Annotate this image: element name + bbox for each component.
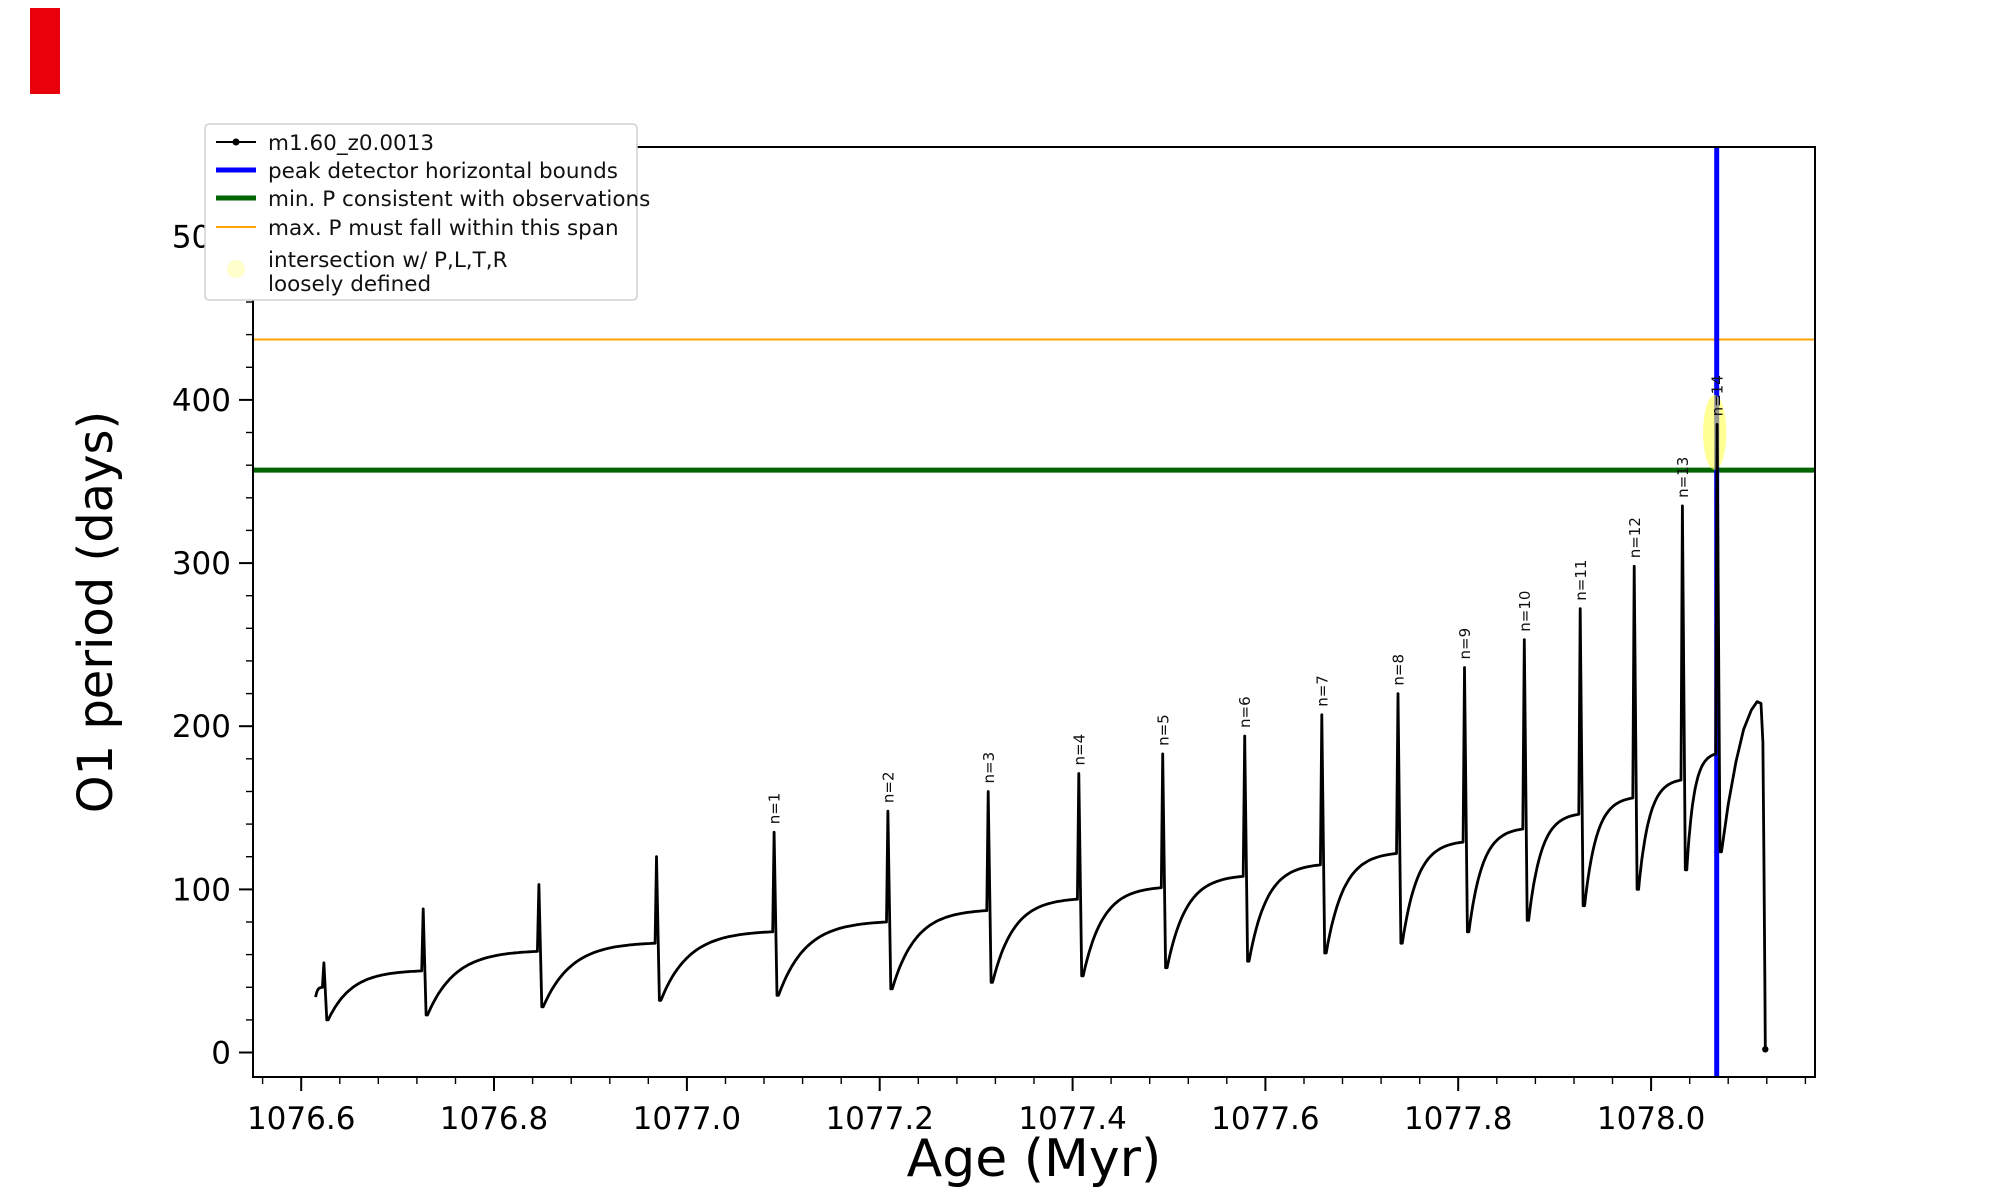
- legend-label: m1.60_z0.0013: [268, 131, 434, 156]
- y-tick-label: 300: [172, 546, 231, 582]
- legend-box: [204, 123, 638, 301]
- legend-label: peak detector horizontal bounds: [268, 159, 618, 184]
- peak-label: n=7: [1313, 675, 1331, 707]
- x-tick-label: 1078.0: [1597, 1101, 1705, 1137]
- x-tick-label: 1077.2: [825, 1101, 933, 1137]
- peak-label: n=3: [980, 752, 998, 784]
- x-tick-label: 1077.6: [1211, 1101, 1319, 1137]
- x-tick-label: 1077.8: [1404, 1101, 1512, 1137]
- peak-label: n=4: [1070, 734, 1088, 766]
- x-tick-label: 1077.4: [1018, 1101, 1126, 1137]
- legend-label: loosely defined: [268, 272, 431, 297]
- peak-label: n=5: [1154, 714, 1172, 746]
- peak-label: n=8: [1390, 654, 1408, 686]
- legend-marker-dot-icon: [232, 138, 240, 146]
- y-tick-label: 100: [172, 872, 231, 908]
- peak-label: n=2: [880, 771, 898, 803]
- legend-label: intersection w/ P,L,T,R: [268, 248, 508, 273]
- peak-label: n=13: [1674, 457, 1692, 498]
- legend-label: max. P must fall within this span: [268, 216, 619, 241]
- x-tick-label: 1076.8: [440, 1101, 548, 1137]
- peak-label: n=6: [1236, 696, 1254, 728]
- legend-label: min. P consistent with observations: [268, 187, 650, 212]
- series-curve: [314, 423, 1767, 1050]
- y-axis-label: O1 period (days): [68, 411, 124, 814]
- peak-label: n=9: [1456, 628, 1474, 660]
- legend-marker-circle-icon: [227, 260, 245, 278]
- peak-label: n=14: [1709, 375, 1727, 416]
- intersection-highlight: [1703, 395, 1727, 470]
- peak-label: n=12: [1626, 517, 1644, 558]
- y-tick-label: 200: [172, 709, 231, 745]
- peak-label: n=11: [1572, 560, 1590, 601]
- y-tick-label: 0: [211, 1036, 231, 1072]
- x-tick-label: 1077.0: [633, 1101, 741, 1137]
- x-axis-label: Age (Myr): [907, 1129, 1162, 1189]
- peak-label: n=10: [1516, 591, 1534, 632]
- plot-layers: n=1 n=2 n=3 n=4 n=5 n=6 n=7 n=8 n=9 n=10 n=11 n=12 n…: [172, 123, 1816, 1137]
- peak-label: n=1: [766, 793, 784, 825]
- y-tick-label: 400: [172, 383, 231, 419]
- x-tick-label: 1076.6: [247, 1101, 355, 1137]
- red-artifact: [30, 8, 60, 94]
- series-end-marker: [1762, 1046, 1769, 1053]
